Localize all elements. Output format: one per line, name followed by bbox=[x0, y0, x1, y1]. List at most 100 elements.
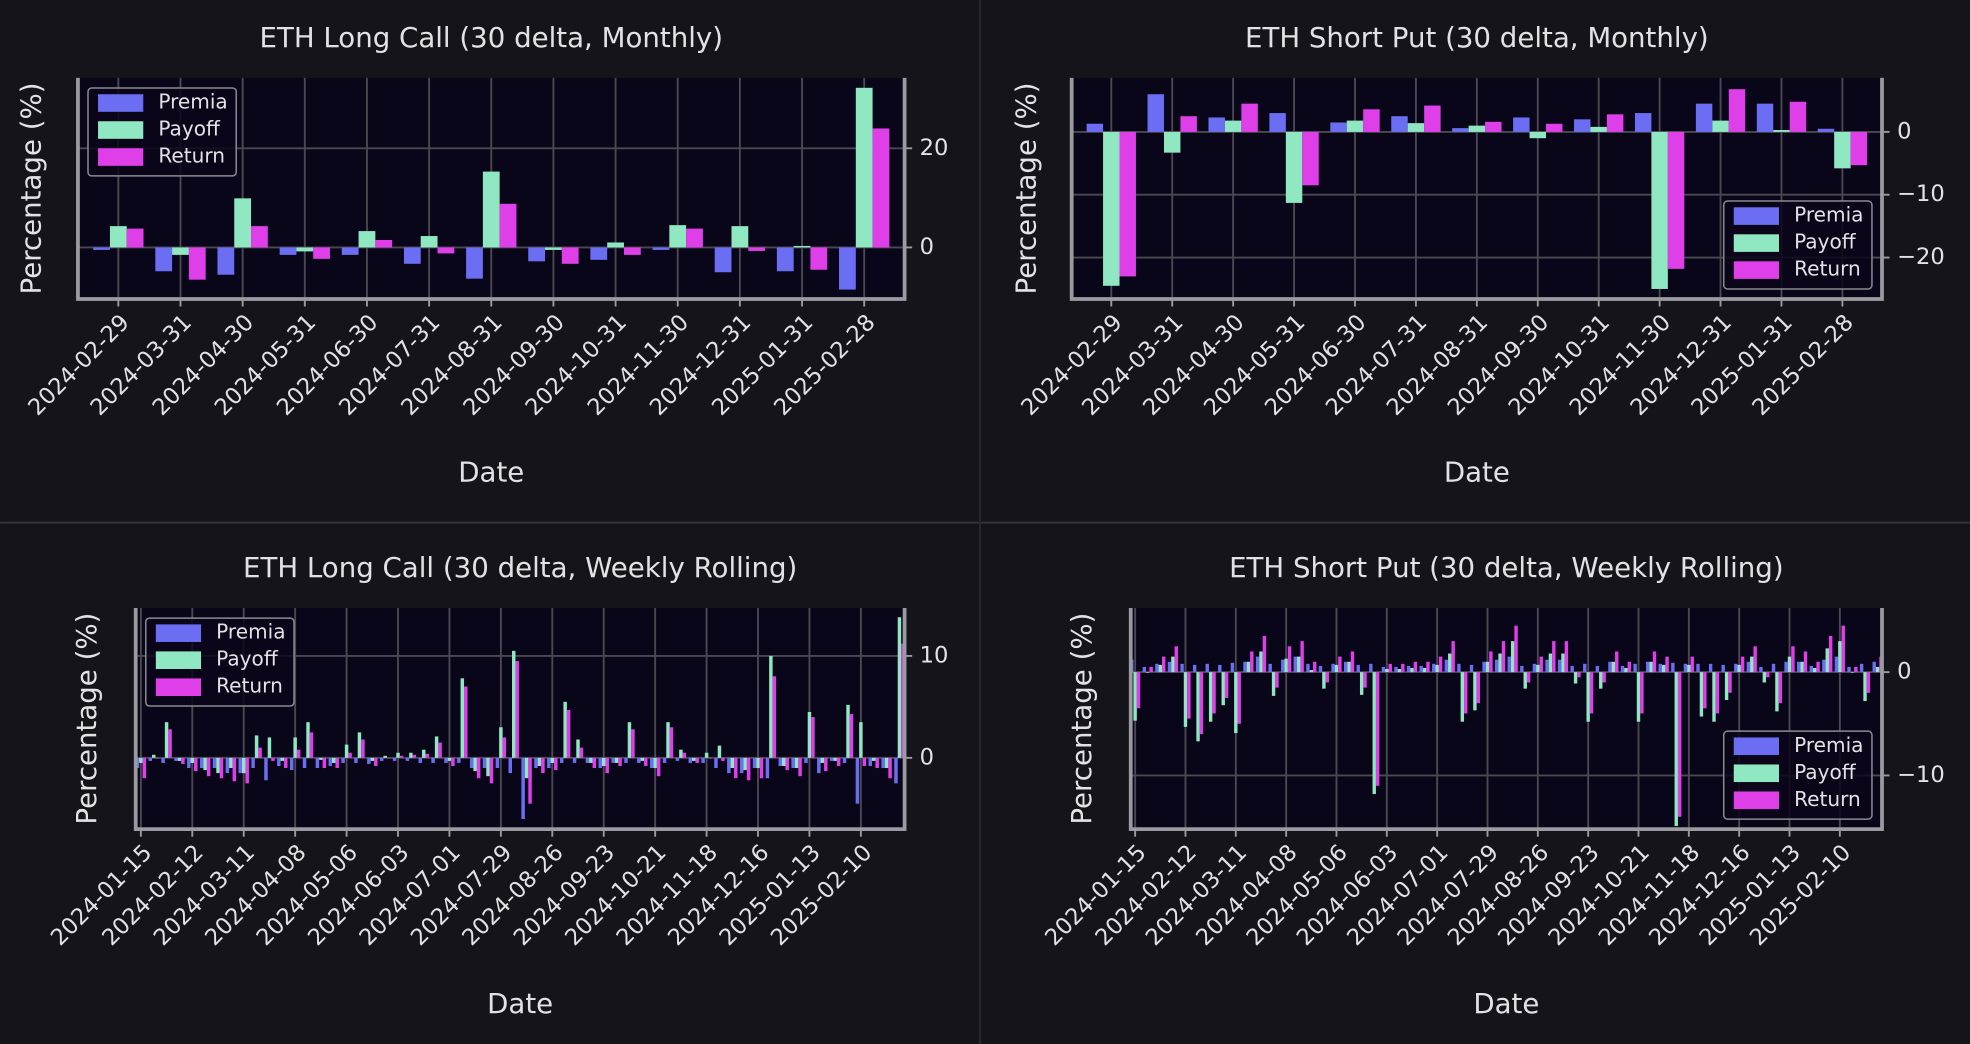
bar bbox=[370, 757, 375, 761]
bar bbox=[1552, 641, 1556, 673]
bar bbox=[1652, 651, 1657, 673]
bar bbox=[1574, 119, 1591, 132]
bar bbox=[1724, 672, 1729, 701]
bar bbox=[807, 711, 812, 758]
bar bbox=[361, 739, 365, 758]
bar bbox=[251, 226, 268, 248]
bar bbox=[1590, 126, 1607, 132]
bar bbox=[341, 757, 345, 763]
bar bbox=[592, 757, 597, 769]
bar bbox=[746, 757, 751, 781]
bar bbox=[743, 757, 747, 771]
legend-label: Premia bbox=[158, 90, 227, 114]
bar bbox=[451, 757, 455, 766]
bar bbox=[217, 247, 235, 275]
bar bbox=[1834, 656, 1839, 673]
bar bbox=[849, 714, 854, 758]
bar bbox=[1234, 672, 1238, 734]
bar bbox=[476, 757, 481, 779]
axis-spine bbox=[76, 77, 907, 301]
bar bbox=[846, 704, 850, 758]
bar bbox=[1750, 656, 1754, 673]
bar bbox=[1473, 672, 1477, 711]
bar bbox=[872, 757, 876, 761]
bar bbox=[793, 245, 811, 248]
bar bbox=[590, 247, 608, 260]
legend-label: Payoff bbox=[1794, 760, 1857, 784]
bar bbox=[482, 757, 487, 769]
y-tick-label: 0 bbox=[920, 744, 934, 770]
bar bbox=[328, 757, 332, 766]
bar bbox=[1391, 116, 1408, 132]
bar bbox=[1740, 656, 1745, 673]
bar bbox=[1343, 661, 1348, 673]
bar bbox=[306, 722, 310, 758]
bar bbox=[1208, 117, 1225, 132]
bar bbox=[1529, 131, 1547, 139]
bar bbox=[335, 757, 339, 769]
bar bbox=[759, 757, 764, 779]
bar bbox=[444, 757, 448, 763]
bar bbox=[1306, 663, 1310, 673]
x-axis-label: Date bbox=[1473, 987, 1539, 1020]
bar bbox=[425, 753, 429, 758]
bar bbox=[155, 247, 173, 272]
bar bbox=[1854, 666, 1858, 673]
y-tick-label: 0 bbox=[1897, 659, 1911, 685]
y-axis-label: Percentage (%) bbox=[15, 82, 48, 294]
bar bbox=[1325, 672, 1329, 683]
bar bbox=[695, 757, 699, 763]
bar bbox=[296, 749, 301, 758]
bar bbox=[238, 757, 242, 774]
bar bbox=[1388, 663, 1392, 673]
bar bbox=[1651, 131, 1668, 289]
bar bbox=[1812, 667, 1817, 673]
bar bbox=[721, 757, 725, 761]
y-axis-label: Percentage (%) bbox=[70, 613, 103, 825]
chart-title: ETH Short Put (30 delta, Weekly Rolling) bbox=[1229, 551, 1784, 584]
bar bbox=[1167, 661, 1172, 673]
bar bbox=[1687, 664, 1691, 673]
bar bbox=[313, 247, 330, 259]
bar bbox=[1221, 672, 1225, 706]
bar bbox=[1850, 131, 1868, 166]
bar bbox=[1174, 646, 1178, 673]
bar bbox=[466, 247, 483, 279]
bar bbox=[1834, 131, 1851, 169]
bar bbox=[1649, 661, 1653, 673]
bar bbox=[1816, 661, 1820, 673]
bar bbox=[1841, 625, 1845, 673]
bar bbox=[1746, 661, 1751, 673]
bar bbox=[258, 747, 262, 758]
bar bbox=[1665, 656, 1669, 673]
bar bbox=[1359, 672, 1364, 695]
bar bbox=[289, 757, 294, 771]
bar bbox=[1671, 662, 1675, 673]
bar bbox=[1435, 664, 1439, 673]
bar bbox=[1658, 663, 1662, 673]
bar bbox=[1485, 661, 1490, 673]
x-axis-label: Date bbox=[458, 456, 524, 489]
bar bbox=[1789, 101, 1807, 132]
bar bbox=[464, 686, 468, 758]
bar bbox=[1784, 661, 1788, 673]
bar bbox=[524, 757, 529, 779]
bar bbox=[1375, 672, 1380, 786]
bar bbox=[1570, 665, 1574, 673]
bar bbox=[1438, 656, 1443, 673]
bar bbox=[1667, 131, 1685, 269]
bar bbox=[1778, 672, 1783, 704]
bar bbox=[1498, 653, 1502, 673]
bar bbox=[1615, 651, 1619, 673]
bar bbox=[1262, 635, 1267, 673]
bar bbox=[1564, 641, 1569, 673]
bar bbox=[126, 228, 144, 248]
chart-title: ETH Long Call (30 delta, Weekly Rolling) bbox=[243, 551, 797, 584]
y-tick-label: −20 bbox=[1897, 244, 1945, 270]
bar bbox=[315, 757, 320, 769]
bar bbox=[460, 678, 465, 758]
bar bbox=[842, 757, 847, 763]
bar bbox=[1753, 646, 1757, 673]
bar bbox=[241, 757, 246, 774]
bar bbox=[1586, 672, 1590, 722]
